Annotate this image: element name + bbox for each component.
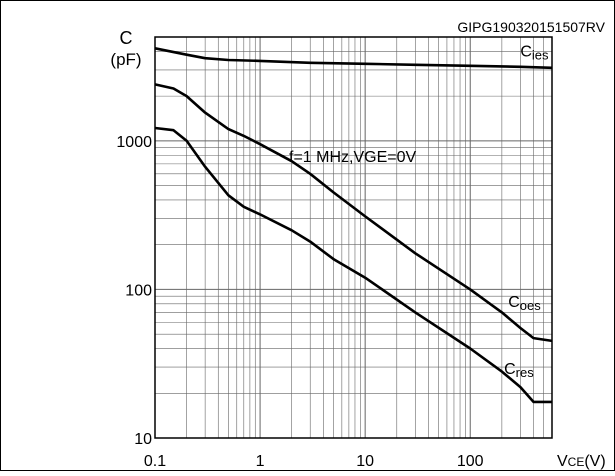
curve-label-sub: res [516,365,535,380]
y-axis-label-line2: (pF) [110,50,141,69]
curves [154,47,553,404]
x-tick-label: 0.1 [144,453,166,470]
grid [155,37,552,438]
x-axis-label-main: V [557,453,568,470]
curve-label-coes: Coes [508,294,541,313]
y-axis-label-line1: C [120,28,133,48]
x-tick-label: 10 [356,453,374,470]
x-axis-label-unit: (V) [584,453,605,470]
condition-label: f=1 MHz,VGE=0V [289,149,416,166]
x-tick-label: 100 [457,453,484,470]
curve-label-cies: Cies [520,43,549,62]
y-tick-label: 10 [134,431,152,448]
plot-area [154,36,553,439]
y-tick-labels: 10 100 1000 [116,134,152,448]
curve-cres [154,126,552,404]
curve-label-sub: ies [532,47,549,62]
x-axis-label-sub: CE [568,455,585,469]
y-tick-label: 100 [125,282,152,299]
curve-label-main: C [508,294,520,311]
x-tick-labels: 0.1 1 10 100 [144,453,484,470]
reference-code: GIPG190320151507RV [457,19,605,35]
curve-label-main: C [520,43,532,60]
curve-label-main: C [504,361,516,378]
x-axis-label: VCE(V) [557,453,606,470]
curve-coes [154,83,553,343]
y-tick-label: 1000 [116,134,152,151]
curve-label-sub: oes [520,298,541,313]
curve-cies [154,47,553,70]
x-tick-label: 1 [256,453,265,470]
curve-label-cres: Cres [504,361,534,380]
